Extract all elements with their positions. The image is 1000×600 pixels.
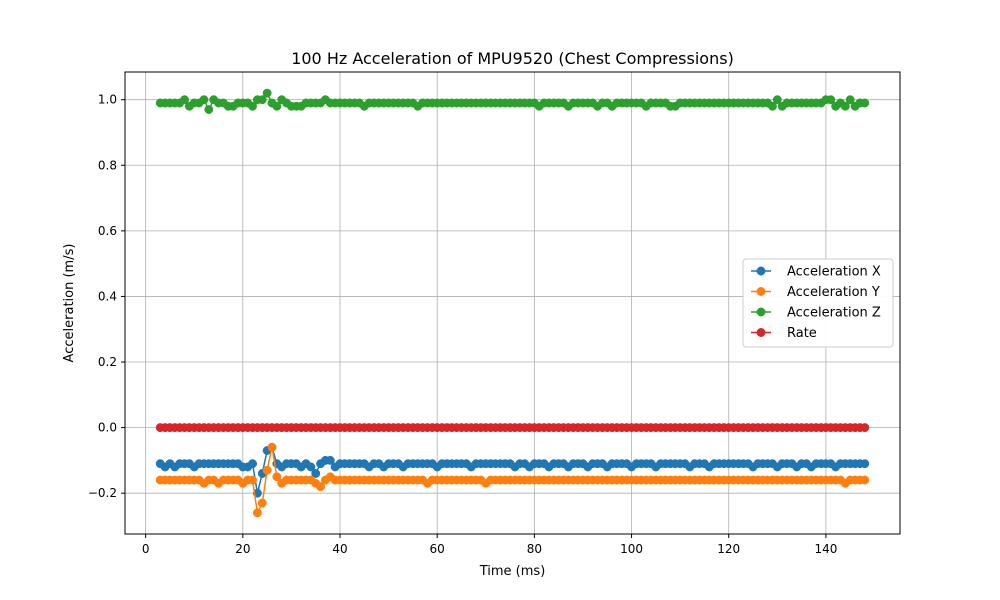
- data-point: [826, 95, 836, 105]
- data-point: [325, 455, 335, 465]
- y-tick-label: 0.6: [98, 224, 117, 238]
- plot-series: [155, 88, 870, 518]
- data-point: [768, 101, 777, 111]
- data-point: [860, 423, 870, 433]
- legend-item: Acceleration X: [751, 265, 881, 280]
- legend-item: Acceleration Z: [751, 306, 881, 321]
- data-point: [860, 475, 870, 485]
- y-tick-label: 1.0: [98, 93, 117, 107]
- data-point: [248, 459, 258, 469]
- series-acceleration-z: [155, 88, 870, 114]
- data-point: [860, 98, 870, 108]
- y-tick-label: 0.4: [98, 289, 117, 303]
- axes: 0 20 40 60 80 100 120 140 −0.2 0.0 0.2 0.4 0.6 0.8 1.0: [88, 93, 837, 556]
- data-point: [257, 95, 267, 105]
- legend-marker: [756, 287, 766, 296]
- data-point: [272, 101, 282, 111]
- legend-box: [742, 258, 894, 348]
- data-point: [180, 95, 189, 105]
- data-point: [262, 465, 272, 475]
- legend-marker: [756, 266, 766, 276]
- data-point: [845, 95, 855, 105]
- series-acceleration-y: [155, 442, 870, 518]
- x-tick-label: 140: [814, 542, 837, 556]
- x-tick-label: 0: [142, 542, 150, 556]
- legend-marker: [756, 307, 766, 317]
- x-axis-label: Time (ms): [479, 564, 546, 579]
- x-tick-label: 20: [235, 542, 250, 556]
- legend-label: Rate: [787, 326, 817, 341]
- data-point: [311, 469, 321, 478]
- x-tick-label: 100: [620, 542, 643, 556]
- data-point: [257, 498, 267, 508]
- data-point: [204, 105, 214, 114]
- data-point: [316, 482, 326, 492]
- y-tick-label: 0.8: [98, 158, 117, 172]
- data-point: [267, 442, 277, 452]
- x-tick-label: 80: [527, 542, 542, 556]
- x-tick-label: 120: [717, 542, 740, 556]
- data-point: [860, 459, 870, 469]
- data-point: [772, 95, 782, 105]
- y-axis-label: Acceleration (m/s): [62, 244, 77, 363]
- y-tick-label: −0.2: [88, 486, 117, 500]
- data-point: [306, 462, 316, 472]
- legend-label: Acceleration Y: [787, 285, 880, 300]
- legend-item: Acceleration Y: [751, 285, 880, 300]
- y-tick-label: 0.2: [98, 355, 117, 369]
- data-point: [199, 95, 209, 105]
- data-point: [252, 508, 262, 518]
- legend: Acceleration X Acceleration Y Acceleration…: [742, 258, 894, 348]
- data-point: [262, 88, 272, 98]
- series-rate: [155, 423, 870, 433]
- data-point: [272, 472, 282, 482]
- chart-title: 100 Hz Acceleration of MPU9520 (Chest Co…: [291, 49, 734, 68]
- data-point: [248, 101, 258, 111]
- x-tick-label: 60: [430, 542, 445, 556]
- data-point: [248, 475, 258, 485]
- y-tick-label: 0.0: [98, 421, 117, 435]
- legend-item: Rate: [751, 326, 817, 341]
- legend-label: Acceleration Z: [787, 306, 881, 321]
- data-point: [840, 101, 850, 111]
- series-acceleration-x: [155, 442, 870, 498]
- plot-frame: [124, 71, 901, 535]
- legend-marker: [756, 328, 766, 337]
- legend-label: Acceleration X: [787, 265, 881, 280]
- x-tick-label: 40: [332, 542, 347, 556]
